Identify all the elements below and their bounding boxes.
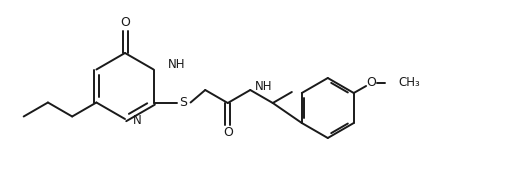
Text: S: S	[180, 96, 188, 109]
Text: O: O	[120, 17, 130, 30]
Text: NH: NH	[168, 58, 185, 71]
Text: NH: NH	[255, 80, 273, 93]
Text: O: O	[223, 127, 233, 140]
Text: N: N	[133, 114, 142, 127]
Text: O: O	[366, 77, 376, 90]
Text: CH₃: CH₃	[398, 77, 420, 90]
